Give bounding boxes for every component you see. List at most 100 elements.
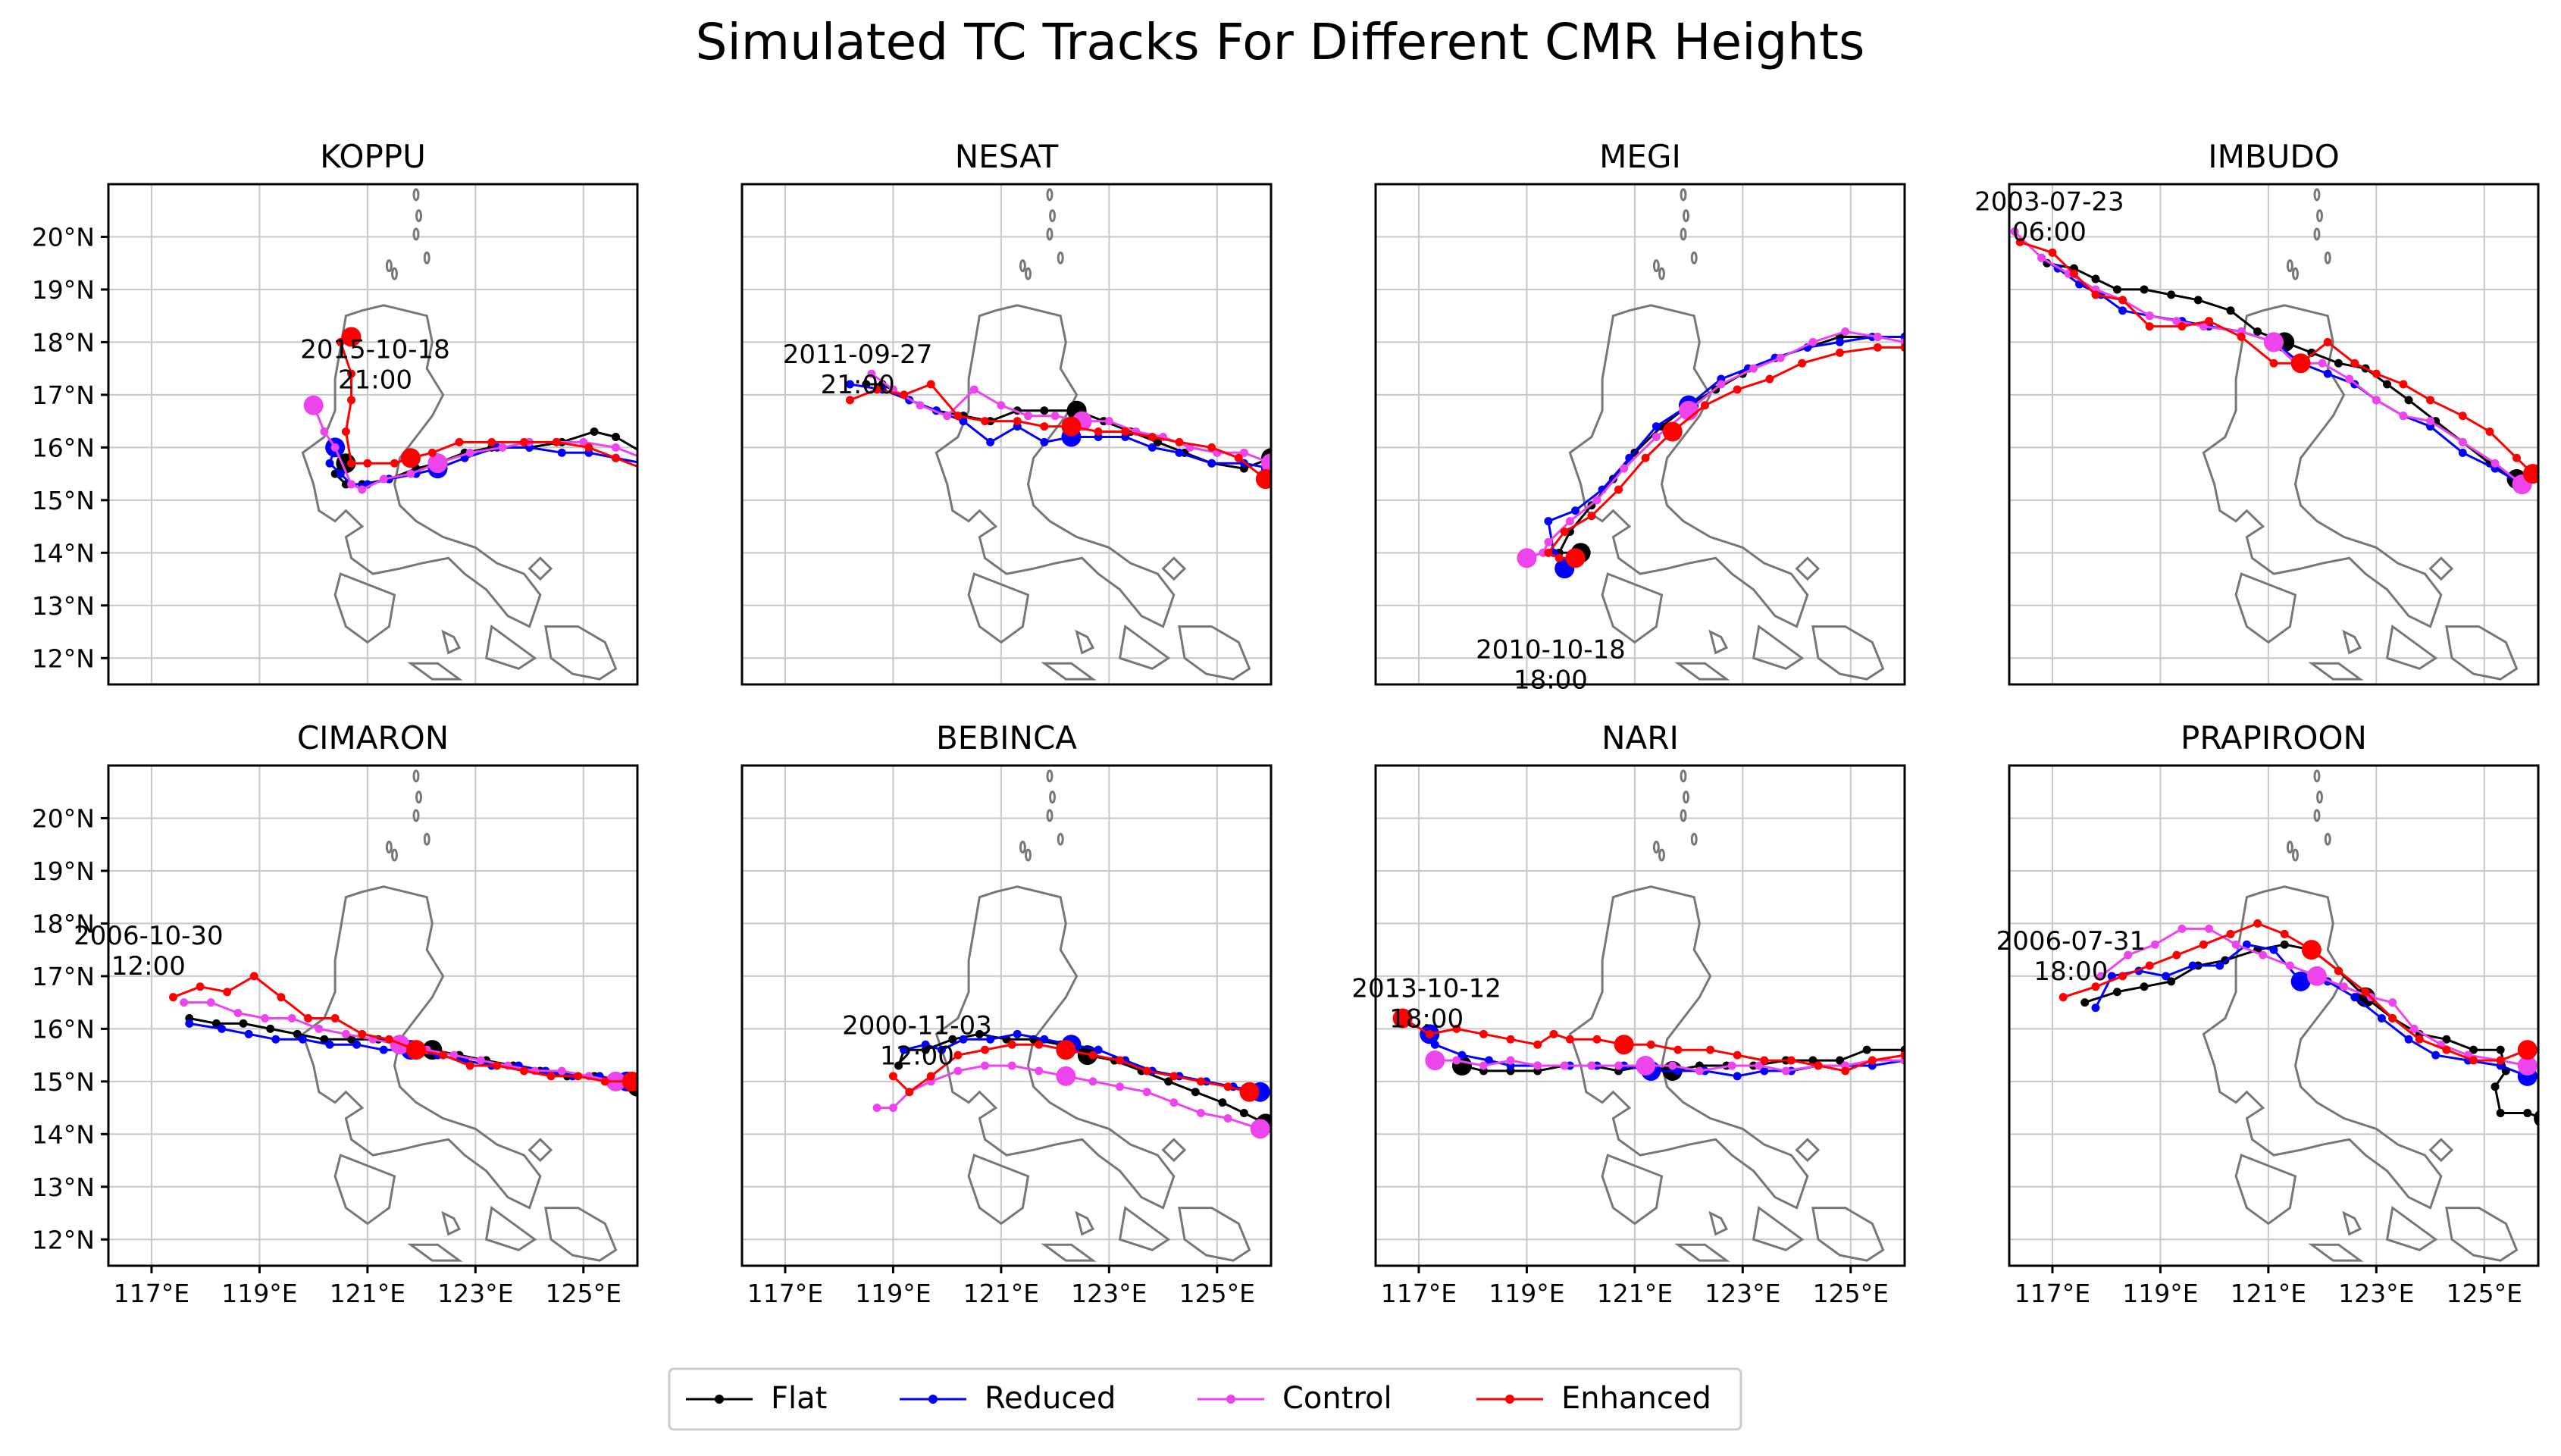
x-tick-label: 123°E <box>437 1279 513 1308</box>
start-time-label: 12:00 <box>880 1041 954 1071</box>
track-point-reduced <box>325 1040 334 1049</box>
track-point-control <box>2177 924 2187 933</box>
track-point-reduced <box>352 1040 362 1049</box>
track-point-enhanced <box>639 465 647 473</box>
track-point-enhanced <box>621 1071 637 1091</box>
track-point-control <box>1668 1061 1677 1070</box>
y-tick-label: 20°N <box>32 222 95 252</box>
track-point-enhanced <box>546 1072 556 1081</box>
track-point-enhanced <box>1733 385 1742 394</box>
coast-island <box>1708 629 1729 655</box>
track-point-control <box>347 480 356 489</box>
coast-island <box>1118 624 1171 670</box>
track-point-enhanced <box>2361 988 2370 997</box>
track-point-flat <box>590 427 599 437</box>
track-point-enhanced <box>1706 1045 1715 1054</box>
x-tick-label: 117°E <box>2015 1279 2090 1308</box>
track-point-control <box>320 427 329 437</box>
track-point-flat <box>2469 1045 2478 1054</box>
track-point-reduced <box>1040 1035 1049 1044</box>
track-point-control <box>2409 1024 2419 1033</box>
track-point-enhanced <box>2442 1045 2451 1054</box>
track-point-enhanced <box>1592 1035 1601 1044</box>
track-point-control <box>315 1024 324 1033</box>
track-point-enhanced <box>2172 950 2181 960</box>
y-tick-label: 19°N <box>32 275 95 305</box>
tracks <box>303 327 647 494</box>
track-point-enhanced <box>2350 359 2359 368</box>
track-point-flat <box>211 1019 221 1028</box>
track-point-enhanced <box>223 988 232 997</box>
track-point-enhanced <box>2469 1056 2478 1065</box>
coast-island <box>484 1205 537 1251</box>
track-point-flat <box>266 1024 275 1033</box>
track-point-control <box>180 998 189 1007</box>
track-point-flat <box>2442 1035 2451 1044</box>
track-point-flat <box>1239 1109 1248 1118</box>
track-point-flat <box>2226 306 2235 315</box>
track-point-enhanced <box>1798 359 1807 368</box>
coast-island <box>967 572 1030 644</box>
coastline <box>2202 188 2519 681</box>
track-point-control <box>639 454 647 462</box>
track-line-enhanced <box>2062 922 2528 1062</box>
track-point-flat <box>948 1035 957 1044</box>
coast-island <box>544 625 618 681</box>
coast-islet <box>415 209 423 223</box>
panel-title: NARI <box>1601 719 1679 756</box>
track-point-enhanced <box>2237 332 2246 341</box>
track-point-control <box>1776 353 1785 362</box>
track-point-reduced <box>1175 448 1184 457</box>
coast-islet <box>412 188 420 202</box>
start-date-label: 2006-10-30 <box>74 921 224 951</box>
track-point-enhanced <box>1641 453 1650 462</box>
coast-islet <box>1680 227 1687 241</box>
track-point-control <box>2517 1056 2538 1076</box>
coast-islet <box>1658 267 1665 280</box>
coast-island <box>2308 1243 2364 1262</box>
y-tick-label: 18°N <box>32 909 95 938</box>
x-tick-label: 117°E <box>1381 1279 1457 1308</box>
coastline <box>301 769 618 1262</box>
track-point-enhanced <box>1533 1040 1542 1049</box>
track-point-control <box>2399 412 2408 421</box>
coast-islet <box>1658 848 1665 862</box>
coast-islet <box>1683 209 1690 223</box>
legend-swatch-marker <box>928 1395 938 1404</box>
track-point-enhanced <box>465 1061 474 1070</box>
track-point-enhanced <box>1121 427 1130 437</box>
coast-islet <box>2313 769 2321 783</box>
coast-islet <box>390 848 398 862</box>
track-point-reduced <box>2377 1013 2386 1022</box>
track-point-reduced <box>244 1029 253 1038</box>
coast-island <box>441 629 462 655</box>
track-point-reduced <box>1457 1051 1467 1060</box>
coast-island <box>528 556 553 581</box>
coast-island <box>333 572 396 644</box>
track-point-reduced <box>986 437 995 446</box>
track-point-control <box>2145 312 2154 321</box>
track-point-control <box>2340 982 2349 991</box>
coast-islet <box>1680 188 1687 202</box>
track-point-control <box>943 412 952 421</box>
track-point-enhanced <box>1061 416 1082 437</box>
track-point-enhanced <box>2091 982 2100 991</box>
coast-islet <box>412 769 420 783</box>
panel-title: NESAT <box>955 138 1059 175</box>
track-point-enhanced <box>2485 427 2494 437</box>
coast-islet <box>1690 251 1698 265</box>
track-point-control <box>888 1104 897 1113</box>
track-point-reduced <box>959 417 968 426</box>
track-point-enhanced <box>363 459 372 468</box>
track-point-enhanced <box>1013 417 1022 426</box>
coast-island <box>1795 556 1821 581</box>
track-point-control <box>1479 1061 1488 1070</box>
coast-luzon <box>935 885 1176 1210</box>
track-point-enhanced <box>2517 1040 2538 1060</box>
panel-title: KOPPU <box>320 138 426 175</box>
coast-island <box>1178 625 1251 681</box>
legend-entry-flat: Flat <box>686 1381 827 1416</box>
track-point-enhanced <box>981 417 990 426</box>
track-point-control <box>1050 412 1060 421</box>
x-tick-label: 119°E <box>221 1279 297 1308</box>
